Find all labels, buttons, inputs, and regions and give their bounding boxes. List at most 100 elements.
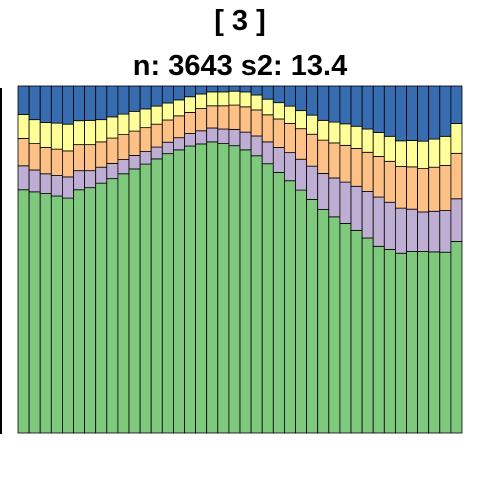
bar-segment-12-4 [139,108,152,129]
bar-segment-20-3 [228,104,241,130]
bar-segment-22-4 [250,94,263,111]
bar-segment-7-3 [84,144,97,172]
bar-segment-1-2 [17,165,30,191]
bar-segment-38-3 [428,166,441,212]
bar-segment-16-4 [184,96,197,113]
bar-segment-1-3 [17,137,30,167]
bar-segment-37-1 [417,251,430,434]
bar-segment-38-1 [428,251,441,434]
bar-segment-6-3 [73,144,86,172]
bar-segment-7-2 [84,170,97,189]
bar-segment-40-3 [450,152,463,200]
bar-segment-8-2 [95,166,108,184]
bar-segment-18-1 [206,141,219,434]
bar-segment-1-1 [17,189,30,434]
bar-segment-20-5 [228,85,241,92]
bar-segment-3-4 [39,122,52,148]
bar-segment-7-4 [84,119,97,146]
bar-segment-19-1 [217,143,230,434]
bar-segment-30-1 [339,223,352,434]
bar-segment-27-5 [306,85,319,116]
bar-segment-5-5 [62,85,74,125]
bar-segment-8-3 [95,141,108,168]
bar-segment-6-5 [73,85,86,122]
bar-segment-28-4 [317,119,330,141]
bar-segment-13-4 [150,105,163,125]
bar-segment-33-3 [372,156,385,198]
bar-segment-27-1 [306,199,319,434]
bar-segment-17-2 [195,130,208,145]
bar-segment-38-2 [428,210,441,253]
bar-segment-15-4 [172,99,185,117]
bar-segment-29-2 [328,177,341,218]
bar-segment-38-4 [428,138,441,168]
bar-segment-36-5 [406,85,419,141]
bar-segment-32-3 [361,151,374,192]
bar-segment-36-2 [406,208,419,252]
bar-segment-17-5 [195,85,208,95]
bar-segment-30-5 [339,85,352,125]
bar-segment-2-5 [28,85,41,121]
bar-segment-30-4 [339,123,352,146]
bar-segment-6-4 [73,120,86,146]
bar-segment-29-3 [328,142,341,179]
bar-segment-28-3 [317,139,330,174]
bar-segment-35-1 [394,252,407,434]
bar-segment-37-2 [417,211,430,252]
bar-segment-11-5 [128,85,141,112]
bar-segment-12-1 [139,163,152,434]
bar-segment-21-5 [239,85,252,93]
bar-segment-4-5 [50,85,63,124]
bar-segment-25-3 [283,123,296,154]
bar-segment-4-4 [50,122,63,150]
bar-segment-29-5 [328,85,341,123]
bar-segment-6-2 [73,170,86,191]
bar-segment-10-4 [117,113,130,135]
bar-segment-34-4 [383,135,396,162]
bar-segment-11-3 [128,130,141,156]
bar-segment-16-1 [184,145,197,434]
bar-segment-24-3 [272,118,285,148]
bar-segment-18-4 [206,91,219,107]
bar-segment-18-2 [206,127,219,143]
bar-segment-37-3 [417,168,430,213]
bar-segment-23-5 [261,85,274,100]
bar-segment-32-4 [361,128,374,153]
bar-segment-9-3 [106,137,119,164]
bar-segment-9-2 [106,162,119,180]
bar-segment-19-4 [217,91,230,107]
bar-segment-9-4 [106,116,119,139]
bar-segment-39-5 [439,85,452,137]
bar-segment-11-1 [128,168,141,434]
bar-segment-31-4 [350,125,363,149]
bar-segment-26-5 [295,85,308,112]
bar-segment-14-4 [161,102,174,121]
bar-segment-15-1 [172,149,185,434]
bar-segment-40-5 [450,85,463,124]
chart-title: [ 3 ] [214,5,266,37]
bar-segment-24-5 [272,85,285,104]
bar-segment-30-3 [339,144,352,183]
bar-segment-23-4 [261,98,274,116]
bar-segment-11-4 [128,110,141,132]
bar-segment-13-5 [150,85,163,107]
bar-segment-12-3 [139,127,152,152]
bar-segment-22-1 [250,155,263,434]
bar-segment-32-5 [361,85,374,130]
bar-segment-7-1 [84,187,97,434]
bar-segment-23-1 [261,163,274,434]
bar-segment-7-5 [84,85,97,121]
bar-segment-27-4 [306,114,319,135]
bar-segment-34-2 [383,201,396,250]
bar-segment-1-5 [17,85,30,115]
bar-segment-14-5 [161,85,174,104]
bar-segment-9-1 [106,178,119,434]
bar-segment-5-3 [62,150,74,178]
bar-segment-17-3 [195,108,208,132]
bar-segment-37-4 [417,140,430,169]
bar-segment-35-4 [394,140,407,167]
bar-segment-14-3 [161,119,174,143]
bar-segment-9-5 [106,85,119,118]
bar-segment-4-1 [50,195,63,434]
